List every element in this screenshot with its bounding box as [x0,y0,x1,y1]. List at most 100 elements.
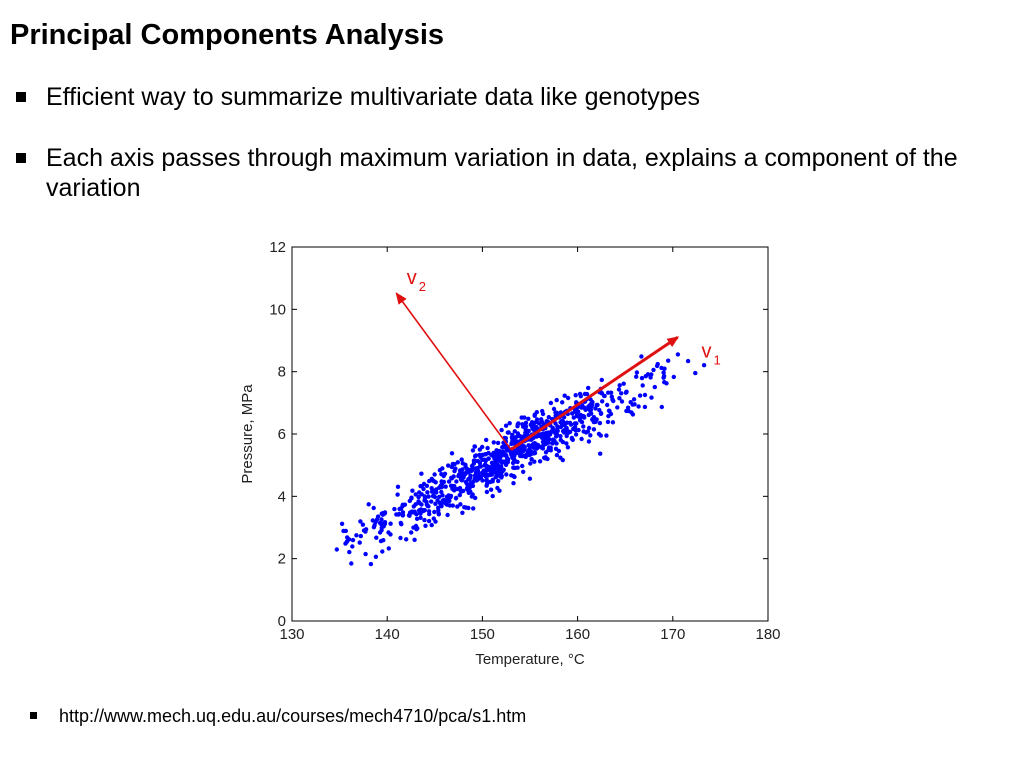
data-point [395,492,400,497]
data-point [504,458,509,463]
data-point [475,458,481,464]
data-point [422,496,428,501]
data-point [598,411,604,416]
data-point [573,432,579,437]
data-point [500,449,506,454]
data-point [507,421,512,426]
data-point [485,473,491,478]
data-point [368,561,374,567]
data-point [593,406,598,411]
data-point [536,421,542,426]
data-point [475,469,480,474]
data-point [354,533,359,538]
data-point [380,511,386,516]
data-point [576,427,581,433]
data-point [532,459,537,464]
data-point [503,423,509,428]
y-tick-label: 10 [269,301,286,318]
data-point [461,488,466,494]
data-point [425,490,430,495]
data-point [373,554,379,559]
data-point [455,460,460,465]
y-axis-title: Pressure, MPa [239,384,256,484]
data-point [357,540,362,545]
data-point [411,525,416,530]
data-point [409,530,414,535]
data-point [392,506,397,512]
data-point [515,431,521,436]
data-point [634,370,640,375]
data-point [521,469,526,474]
data-point [513,435,519,440]
y-tick-label: 8 [278,364,286,381]
data-point [534,446,540,451]
data-point [398,506,404,511]
data-point [499,427,504,433]
data-point [462,505,467,510]
data-point [459,457,464,462]
data-point [600,399,605,404]
data-point [416,494,421,500]
data-point [617,383,622,388]
data-point [524,428,529,433]
data-point [423,523,428,528]
data-point [432,472,437,477]
data-point [460,470,465,476]
data-point [630,412,636,417]
data-point [429,522,434,528]
data-point [398,535,403,541]
data-point [457,492,462,498]
data-point [417,490,422,495]
data-point [349,561,354,566]
data-point [626,408,631,414]
data-point [578,416,583,421]
data-point [430,478,435,483]
data-point [543,441,548,447]
data-point [504,448,510,453]
data-point [470,448,476,453]
data-point [666,358,671,363]
data-point [634,374,639,379]
y-tick-label: 4 [278,488,286,505]
data-point [432,494,438,500]
data-point [366,502,371,507]
data-point [500,445,505,450]
source-url-link[interactable]: http://www.mech.uq.edu.au/courses/mech47… [59,706,527,726]
data-point [607,409,612,414]
data-point [463,462,468,467]
data-point [529,443,534,449]
data-point [605,402,610,408]
data-point [440,493,445,498]
data-point [515,465,520,470]
data-point [360,522,366,527]
data-point [334,547,339,552]
data-point [420,507,425,513]
data-point [651,367,656,373]
data-point [516,421,521,426]
vector-subscript: 1 [714,352,721,367]
data-point [440,498,445,503]
data-point [468,489,473,494]
vector-label: v [702,340,712,362]
principal-vector-v1 [510,336,680,451]
x-tick-label: 160 [565,626,590,643]
data-point [522,415,527,420]
data-point [371,505,376,511]
data-point [565,395,571,401]
data-point [560,400,565,405]
data-point [473,453,479,458]
data-point [371,525,377,530]
data-point [585,429,591,434]
data-point [419,502,424,507]
data-point [445,512,450,518]
data-point [560,423,565,428]
data-point [661,370,666,375]
data-point [374,535,379,540]
data-point [375,514,381,519]
data-point [602,393,607,399]
data-point [480,472,485,477]
data-point [379,528,384,533]
bullet-square-icon [16,92,26,102]
data-point [636,404,641,409]
